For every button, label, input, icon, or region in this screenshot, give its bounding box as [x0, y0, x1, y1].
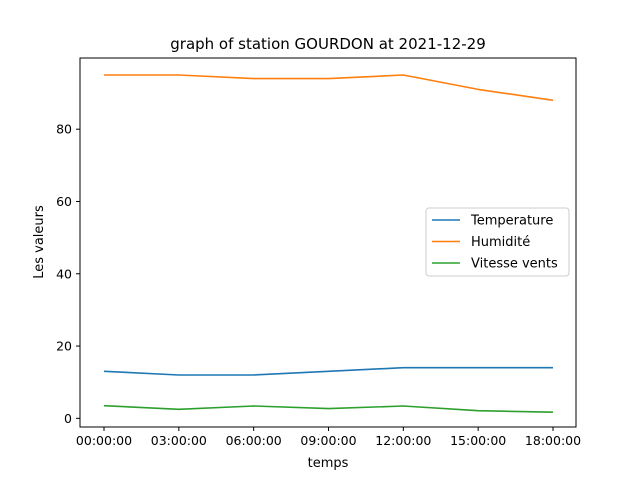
x-tick-label: 09:00:00 [300, 433, 356, 448]
legend-box [425, 207, 570, 277]
y-tick-label: 80 [56, 122, 72, 137]
series-line-humidite [104, 74, 554, 102]
series-layer [103, 74, 554, 413]
y-tick-label: 40 [56, 266, 72, 281]
chart-title: graph of station GOURDON at 2021-12-29 [170, 35, 485, 53]
x-tick-label: 15:00:00 [450, 433, 506, 448]
legend-label-vitesse-vents: Vitesse vents [471, 257, 558, 272]
series-line-vitesse-vents [103, 404, 554, 413]
x-tick-label: 12:00:00 [375, 433, 431, 448]
y-tick-label: 0 [64, 411, 72, 426]
x-tick-label: 18:00:00 [525, 433, 581, 448]
y-axis: 0 20 40 60 80 [56, 122, 80, 426]
series-line-temperature [103, 366, 553, 376]
x-axis: 00:00:00 03:00:00 06:00:00 09:00:00 12:00:00… [76, 427, 581, 448]
x-tick-label: 06:00:00 [226, 433, 282, 448]
y-tick-label: 60 [56, 194, 72, 209]
x-tick-label: 00:00:00 [76, 433, 132, 448]
x-tick-label: 03:00:00 [151, 433, 207, 448]
legend-label-temperature: Temperature [470, 214, 553, 229]
y-axis-label: Les valeurs [32, 205, 47, 279]
x-axis-label: temps [308, 456, 349, 471]
y-tick-label: 20 [56, 339, 72, 354]
legend-label-humidite: Humidité [471, 235, 530, 250]
legend: Temperature Humidité Vitesse vents [425, 207, 570, 277]
